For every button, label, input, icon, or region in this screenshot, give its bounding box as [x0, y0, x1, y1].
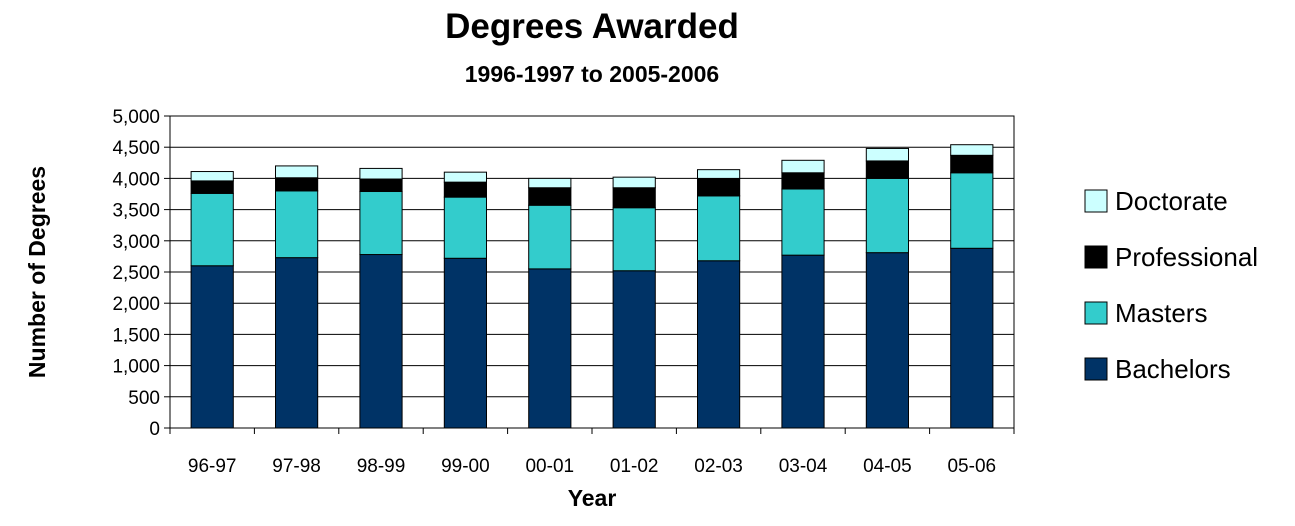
bar-masters-05-06 — [950, 172, 994, 249]
bar-bachelors-03-04 — [781, 254, 825, 429]
x-tick-label: 04-05 — [863, 456, 912, 477]
x-tick-label: 97-98 — [272, 456, 321, 477]
y-tick-labels: 0 500 1,000 1,500 2,000 2,500 3,000 3,500 4,000 4… — [112, 107, 160, 440]
bar-masters-00-01 — [528, 204, 572, 270]
x-tick-label: 03-04 — [779, 456, 828, 477]
legend-label: Professional — [1115, 242, 1258, 272]
bar-doctorate-96-97 — [190, 171, 234, 182]
legend-label: Masters — [1115, 298, 1207, 328]
y-tick-label: 1,500 — [112, 325, 160, 346]
bar-doctorate-02-03 — [697, 169, 741, 179]
bar-bachelors-96-97 — [190, 265, 234, 429]
bar-masters-04-05 — [865, 177, 909, 254]
bar-professional-97-98 — [275, 177, 319, 192]
y-tick-label: 2,000 — [112, 294, 160, 315]
bar-doctorate-01-02 — [612, 176, 656, 189]
bar-doctorate-04-05 — [865, 147, 909, 162]
y-tick-label: 5,000 — [112, 107, 160, 128]
y-tick-label: 1,000 — [112, 357, 160, 378]
bar-bachelors-00-01 — [528, 268, 572, 429]
chart-subtitle: 1996-1997 to 2005-2006 — [465, 61, 719, 87]
bar-doctorate-98-99 — [359, 167, 403, 180]
bar-bachelors-01-02 — [612, 270, 656, 429]
y-tick-label: 2,500 — [112, 263, 160, 284]
bar-masters-99-00 — [443, 196, 487, 259]
y-tick-label: 0 — [149, 419, 160, 440]
legend-swatch — [1084, 301, 1108, 325]
x-tick-label: 00-01 — [525, 456, 574, 477]
bars-group — [190, 144, 994, 429]
legend-swatch — [1084, 189, 1108, 213]
legend-label: Bachelors — [1115, 354, 1231, 384]
bar-doctorate-97-98 — [275, 165, 319, 179]
legend-item-masters: Masters — [1084, 298, 1207, 328]
bar-doctorate-99-00 — [443, 171, 487, 183]
bar-masters-96-97 — [190, 192, 234, 267]
bar-bachelors-98-99 — [359, 254, 403, 429]
x-tick-label: 98-99 — [357, 456, 406, 477]
x-tick-label: 99-00 — [441, 456, 490, 477]
bar-professional-99-00 — [443, 181, 487, 198]
legend-label: Doctorate — [1115, 186, 1228, 216]
bar-professional-01-02 — [612, 187, 656, 209]
bar-doctorate-03-04 — [781, 159, 825, 174]
bar-doctorate-05-06 — [950, 144, 994, 156]
bar-masters-98-99 — [359, 191, 403, 256]
bar-professional-02-03 — [697, 177, 741, 197]
legend-item-professional: Professional — [1084, 242, 1258, 272]
bar-professional-00-01 — [528, 187, 572, 206]
bar-masters-03-04 — [781, 188, 825, 256]
plot-frame — [169, 115, 1015, 429]
bar-masters-97-98 — [275, 190, 319, 259]
y-tick-label: 4,000 — [112, 169, 160, 190]
bar-professional-05-06 — [950, 154, 994, 174]
y-tick-label: 3,000 — [112, 232, 160, 253]
y-tick-label: 4,500 — [112, 138, 160, 159]
y-tick-label: 500 — [128, 388, 160, 409]
legend-swatch — [1084, 357, 1108, 381]
legend-swatch — [1084, 245, 1108, 269]
chart-title: Degrees Awarded — [445, 7, 739, 46]
bar-doctorate-00-01 — [528, 177, 572, 189]
bar-bachelors-02-03 — [697, 260, 741, 429]
axes-group — [164, 115, 1015, 434]
y-tick-label: 3,500 — [112, 201, 160, 222]
bar-bachelors-05-06 — [950, 247, 994, 429]
x-tick-labels: 96-97 97-98 98-99 99-00 00-01 01-02 02-03 03-04… — [188, 456, 996, 477]
bar-bachelors-97-98 — [275, 257, 319, 429]
bar-bachelors-99-00 — [443, 257, 487, 429]
bar-professional-04-05 — [865, 160, 909, 179]
bar-professional-96-97 — [190, 180, 234, 194]
legend-item-doctorate: Doctorate — [1084, 186, 1228, 216]
x-tick-label: 02-03 — [694, 456, 743, 477]
bar-professional-98-99 — [359, 178, 403, 193]
x-tick-label: 96-97 — [188, 456, 237, 477]
bar-masters-01-02 — [612, 207, 656, 272]
x-axis-title: Year — [568, 485, 617, 511]
bar-professional-03-04 — [781, 172, 825, 190]
legend: Doctorate Professional Masters Bachelors — [1084, 186, 1258, 384]
y-axis-title: Number of Degrees — [24, 166, 50, 378]
bar-bachelors-04-05 — [865, 252, 909, 429]
bar-masters-02-03 — [697, 195, 741, 262]
x-tick-label: 05-06 — [947, 456, 996, 477]
x-tick-label: 01-02 — [610, 456, 659, 477]
legend-item-bachelors: Bachelors — [1084, 354, 1231, 384]
